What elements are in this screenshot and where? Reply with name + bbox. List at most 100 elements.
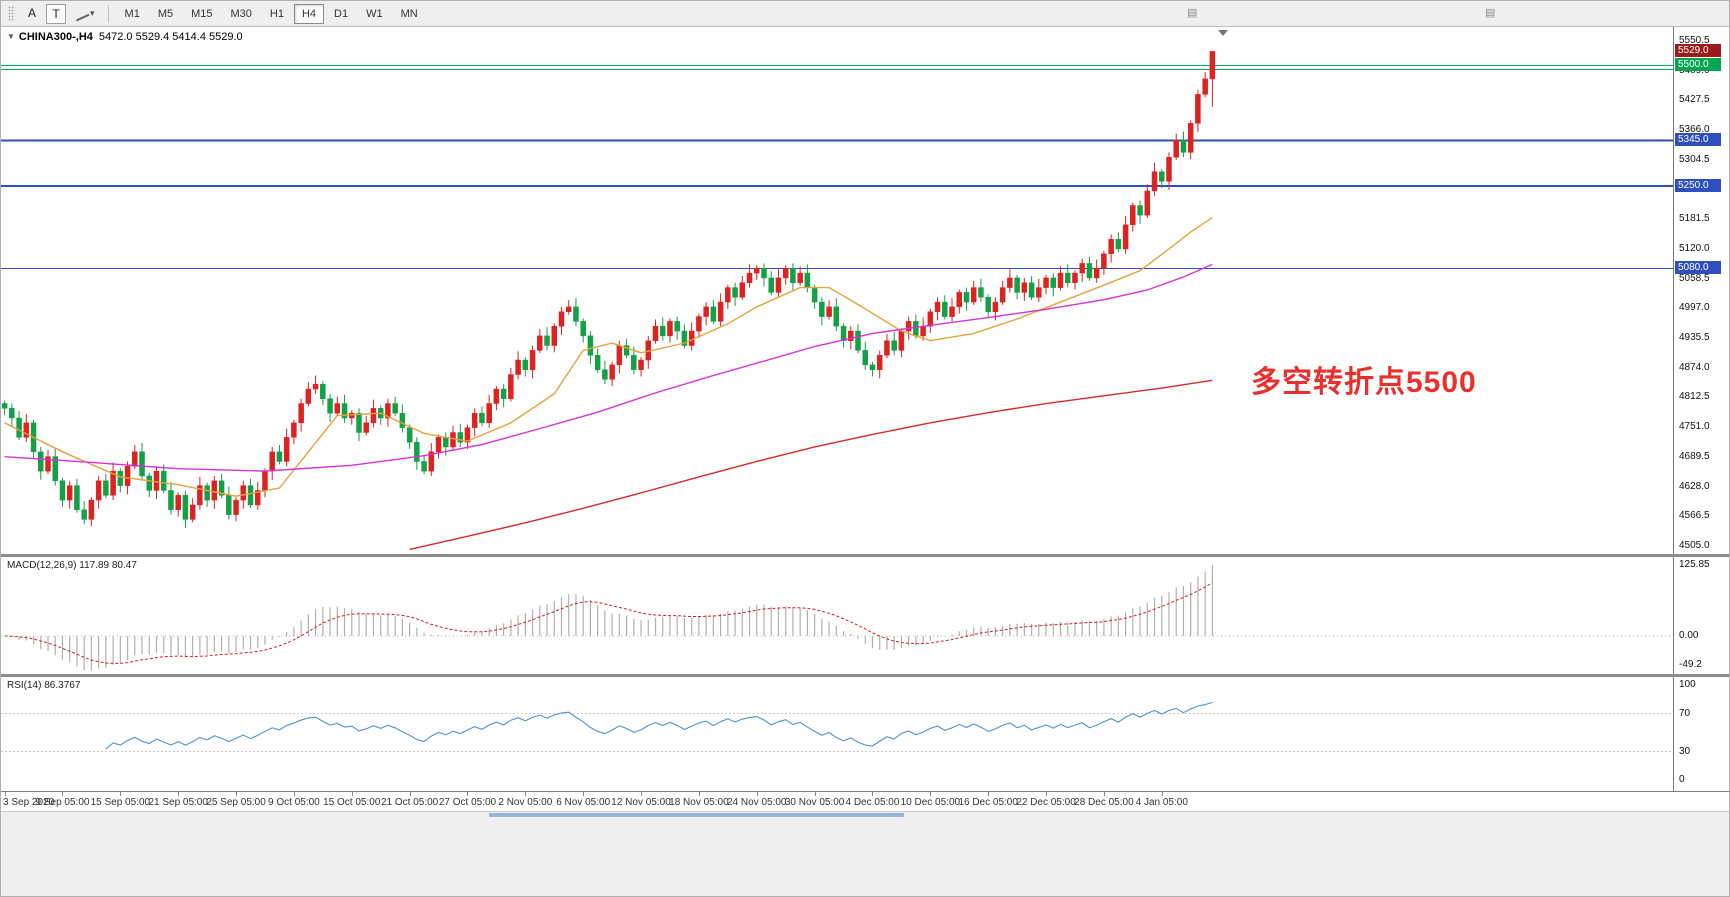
line-tools-button[interactable]: ▾ <box>71 4 98 24</box>
bottom-strip <box>1 811 1729 896</box>
time-label: 28 Dec 05:00 <box>1074 797 1134 808</box>
price-axis[interactable]: 5550.55489.05427.55366.05304.55243.05181… <box>1673 27 1729 554</box>
timeframe-button-m30[interactable]: M30 <box>230 7 252 20</box>
timeframe-button-m5[interactable]: M5 <box>157 7 174 20</box>
time-tick <box>641 792 643 796</box>
time-tick <box>814 792 816 796</box>
time-tick <box>930 792 932 796</box>
rsi-axis[interactable]: 100 70 30 0 <box>1673 677 1729 791</box>
price-tick: 4997.0 <box>1679 302 1710 314</box>
timeframe-button-h4[interactable]: H4 <box>293 3 325 24</box>
price-marker-green-level: 5500.0 <box>1675 58 1721 72</box>
toolbar-separator <box>107 4 109 23</box>
time-label: 9 Oct 05:00 <box>268 797 320 808</box>
time-label: 12 Nov 05:00 <box>611 797 671 808</box>
price-tick: 4689.5 <box>1679 450 1710 462</box>
time-label: 6 Nov 05:00 <box>556 797 611 808</box>
chart-title: ▼ CHINA300-,H4 5472.0 5529.4 5414.4 5529.0 <box>7 31 243 43</box>
rsi-tick: 70 <box>1679 707 1691 719</box>
small-tool-icon-2[interactable]: ▤ <box>1485 7 1496 19</box>
time-label: 2 Nov 05:00 <box>498 797 553 808</box>
price-tick: 4505.0 <box>1679 540 1710 551</box>
time-tick <box>872 792 874 796</box>
time-label: 4 Dec 05:00 <box>845 797 900 808</box>
price-marker-blue-level: 5345.0 <box>1675 133 1721 147</box>
macd-tick: -49.2 <box>1679 659 1702 670</box>
rsi-tick: 100 <box>1679 679 1696 690</box>
time-label: 10 Dec 05:00 <box>900 797 961 808</box>
time-tick <box>293 792 295 796</box>
time-label: 21 Oct 05:00 <box>380 797 439 808</box>
collapse-triangle-icon[interactable]: ▼ <box>7 32 15 41</box>
timeframe-group: M1 M5 M15 M30 H1 H4 D1 W1 MN <box>116 3 427 24</box>
time-tick <box>62 792 64 796</box>
price-marker-blue-level: 5250.0 <box>1675 179 1721 193</box>
time-label: 4 Jan 05:00 <box>1135 797 1188 808</box>
time-label: 15 Oct 05:00 <box>323 797 381 808</box>
timeframe-button-d1[interactable]: D1 <box>334 7 349 20</box>
time-label: 18 Nov 05:00 <box>669 797 729 808</box>
time-label: 22 Dec 05:00 <box>1016 797 1076 808</box>
price-tick: 5304.5 <box>1679 153 1710 165</box>
small-tool-icon-1[interactable]: ▤ <box>1187 7 1198 19</box>
time-tick <box>409 792 411 796</box>
macd-tick: 0.00 <box>1679 630 1699 641</box>
time-tick <box>525 792 527 796</box>
toolbar-grip[interactable] <box>8 5 15 22</box>
price-marker-current-price: 5529.0 <box>1675 44 1721 58</box>
time-axis[interactable]: 3 Sep 2020 9 Sep 05:00 15 Sep 05:00 21 Sep … <box>1 791 1729 811</box>
text-tool-button[interactable]: T <box>46 3 66 24</box>
time-label: 21 Sep 05:00 <box>148 797 208 808</box>
price-tick: 4628.0 <box>1679 480 1710 492</box>
price-tick: 5181.5 <box>1679 213 1710 225</box>
price-tick: 5550.5 <box>1679 35 1710 46</box>
time-label: 15 Sep 05:00 <box>90 797 151 808</box>
ohlc-values: 5472.0 5529.4 5414.4 5529.0 <box>98 31 243 43</box>
macd-tick: 125.85 <box>1679 559 1710 570</box>
time-tick <box>120 792 122 796</box>
text-annotation[interactable]: 多空转折点5500 <box>1251 366 1477 399</box>
candlestick-chart[interactable] <box>1 27 1673 554</box>
price-tick: 5366.0 <box>1679 124 1710 136</box>
price-tick: 5427.5 <box>1679 94 1710 106</box>
time-label: 25 Sep 05:00 <box>206 797 266 808</box>
price-tick: 4751.0 <box>1679 421 1710 433</box>
macd-plot[interactable] <box>1 557 1673 674</box>
trendline-icon <box>72 6 90 21</box>
time-label: 27 Oct 05:00 <box>438 797 497 808</box>
timeframe-button-m15[interactable]: M15 <box>191 7 213 20</box>
chevron-down-icon: ▾ <box>90 8 95 18</box>
time-tick <box>236 792 238 796</box>
price-tick: 4812.5 <box>1679 391 1710 403</box>
time-label: 9 Sep 05:00 <box>35 797 90 808</box>
panel-splitter-1[interactable] <box>1 554 1729 557</box>
price-marker-blue-level: 5080.0 <box>1675 261 1721 275</box>
timeframe-button-h1[interactable]: H1 <box>269 7 284 20</box>
arrow-tool-button[interactable]: A <box>27 5 36 20</box>
time-tick <box>1046 792 1048 796</box>
price-tick: 5120.0 <box>1679 242 1710 254</box>
horizontal-scrollbar[interactable] <box>489 813 904 817</box>
time-tick <box>467 792 469 796</box>
time-tick <box>756 792 758 796</box>
time-label: 16 Dec 05:00 <box>958 797 1018 808</box>
macd-axis[interactable]: 125.85 0.00 -49.2 <box>1673 557 1729 674</box>
rsi-tick: 30 <box>1679 745 1691 757</box>
time-tick <box>4 792 6 796</box>
rsi-tick: 0 <box>1679 774 1685 785</box>
main-chart-panel: 5550.55489.05427.55366.05304.55243.05181… <box>1 27 1729 554</box>
price-tick: 4566.5 <box>1679 510 1710 522</box>
time-label: 24 Nov 05:00 <box>727 797 787 808</box>
timeframe-button-w1[interactable]: W1 <box>366 7 383 20</box>
panel-splitter-2[interactable] <box>1 674 1729 677</box>
time-tick <box>1103 792 1105 796</box>
symbol-period-label: CHINA300-,H4 <box>18 31 93 43</box>
timeframe-button-m1[interactable]: M1 <box>124 7 140 20</box>
timeframe-button-mn[interactable]: MN <box>400 7 418 20</box>
candles-layer <box>1 51 1216 529</box>
time-tick <box>698 792 700 796</box>
time-tick <box>351 792 353 796</box>
price-tick: 5058.5 <box>1679 272 1710 284</box>
rsi-plot[interactable] <box>1 677 1673 791</box>
